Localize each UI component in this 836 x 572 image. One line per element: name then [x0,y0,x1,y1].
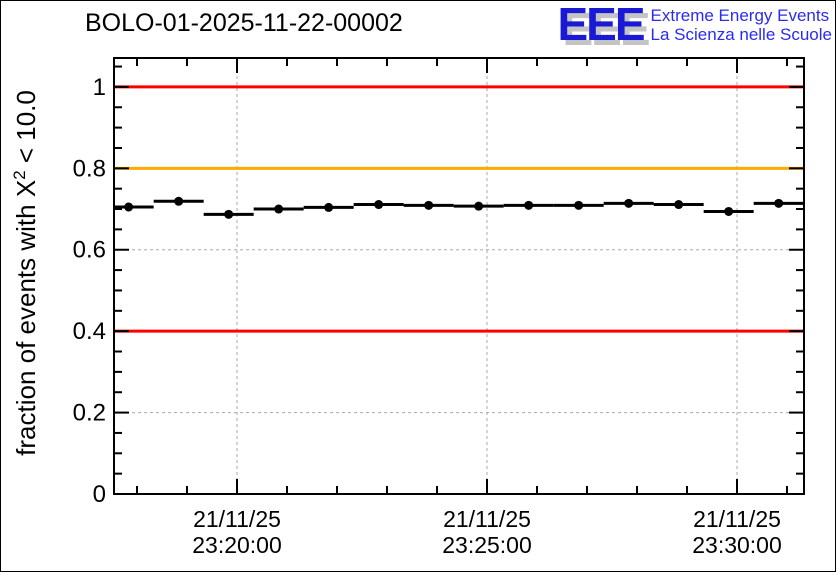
x-tick-label-time: 23:30:00 [692,532,782,558]
data-point-marker [274,204,284,214]
x-tick-label-date: 21/11/25 [443,506,531,532]
data-point-marker [324,202,334,212]
plot-title: BOLO-01-2025-11-22-00002 [85,9,403,37]
data-point-marker [774,198,784,208]
data-point-marker [124,202,134,212]
data-point-marker [224,209,234,219]
data-point-marker [674,200,684,210]
x-tick-label-time: 23:25:00 [442,532,532,558]
data-point-marker [624,198,634,208]
y-tick-label: 1 [93,74,106,101]
eee-logo-text: Extreme Energy Events La Scienza nelle S… [651,4,832,44]
data-point-marker [424,200,434,210]
plot-frame [113,57,805,495]
data-point-marker [474,201,484,211]
data-point-marker [524,200,534,210]
x-tick-label-time: 23:20:00 [192,532,282,558]
eee-logo: EEE Extreme Energy Events La Scienza nel… [557,0,832,50]
data-point-marker [174,196,184,206]
x-tick-label-date: 21/11/25 [693,506,781,532]
x-tick-label-date: 21/11/25 [193,506,281,532]
y-axis-title-post: < 10.0 [10,90,41,171]
y-tick-label: 0.2 [73,400,106,427]
y-tick-label: 0.6 [73,237,106,264]
data-point-marker [374,200,384,210]
y-axis-title-pre: fraction of events with X [10,179,41,456]
y-tick-label: 0 [93,481,106,508]
y-tick-label: 0.8 [73,155,106,182]
data-point-marker [574,200,584,210]
data-point-marker [724,206,734,216]
logo-line-1: Extreme Energy Events [650,6,830,25]
eee-logo-acronym: EEE [557,0,645,50]
y-axis-title-sup: 2 [10,170,30,180]
logo-line-2: La Scienza nelle Scuole [650,25,832,44]
y-axis-title: fraction of events with X2 < 10.0 [10,90,42,456]
y-tick-label: 0.4 [73,318,106,345]
